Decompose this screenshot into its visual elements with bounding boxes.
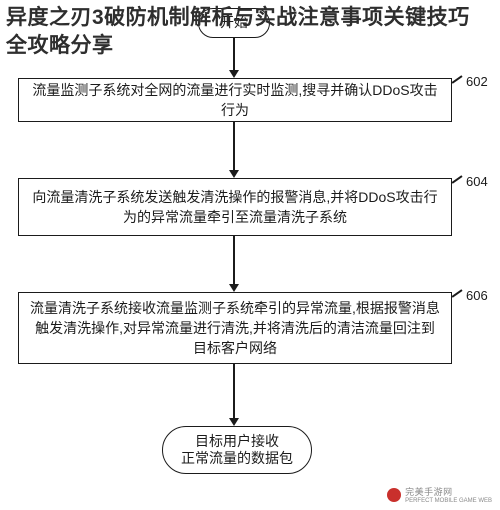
flow-arrowhead-3: [229, 418, 239, 426]
flow-node-602: 流量监测子系统对全网的流量进行实时监测,搜寻并确认DDoS攻击行为: [18, 78, 452, 122]
ref-label-606: 606: [466, 288, 488, 303]
flow-arrowhead-0: [229, 70, 239, 78]
watermark-text-wrap: 完美手游网 PERFECT MOBILE GAME WEB: [405, 485, 492, 504]
flow-node-606: 流量清洗子系统接收流量监测子系统牵引的异常流量,根据报警消息触发清洗操作,对异常…: [18, 292, 452, 364]
flowchart-canvas: 开始 流量监测子系统对全网的流量进行实时监测,搜寻并确认DDoS攻击行为 向流量…: [0, 0, 500, 510]
flow-node-end: 目标用户接收 正常流量的数据包: [162, 426, 312, 474]
watermark: 完美手游网 PERFECT MOBILE GAME WEB: [387, 485, 492, 504]
watermark-sub: PERFECT MOBILE GAME WEB: [405, 498, 492, 504]
ref-tick-2: [452, 289, 463, 297]
flow-node-end-label: 目标用户接收 正常流量的数据包: [181, 433, 293, 468]
flow-node-606-label: 流量清洗子系统接收流量监测子系统牵引的异常流量,根据报警消息触发清洗操作,对异常…: [29, 298, 441, 359]
ref-label-602: 602: [466, 74, 488, 89]
flow-arrowhead-1: [229, 170, 239, 178]
flow-arrow-2: [233, 236, 235, 286]
watermark-icon: [387, 488, 401, 502]
ref-label-604: 604: [466, 174, 488, 189]
flow-node-602-label: 流量监测子系统对全网的流量进行实时监测,搜寻并确认DDoS攻击行为: [29, 80, 441, 121]
page-title: 异度之刃3破防机制解析与实战注意事项关键技巧全攻略分享: [6, 4, 486, 61]
ref-tick-0: [452, 75, 463, 83]
flow-arrow-3: [233, 364, 235, 420]
flow-node-604: 向流量清洗子系统发送触发清洗操作的报警消息,并将DDoS攻击行为的异常流量牵引至…: [18, 178, 452, 236]
flow-arrow-1: [233, 122, 235, 172]
ref-tick-1: [452, 175, 463, 183]
flow-node-604-label: 向流量清洗子系统发送触发清洗操作的报警消息,并将DDoS攻击行为的异常流量牵引至…: [29, 187, 441, 228]
flow-arrowhead-2: [229, 284, 239, 292]
watermark-text: 完美手游网: [405, 487, 453, 497]
